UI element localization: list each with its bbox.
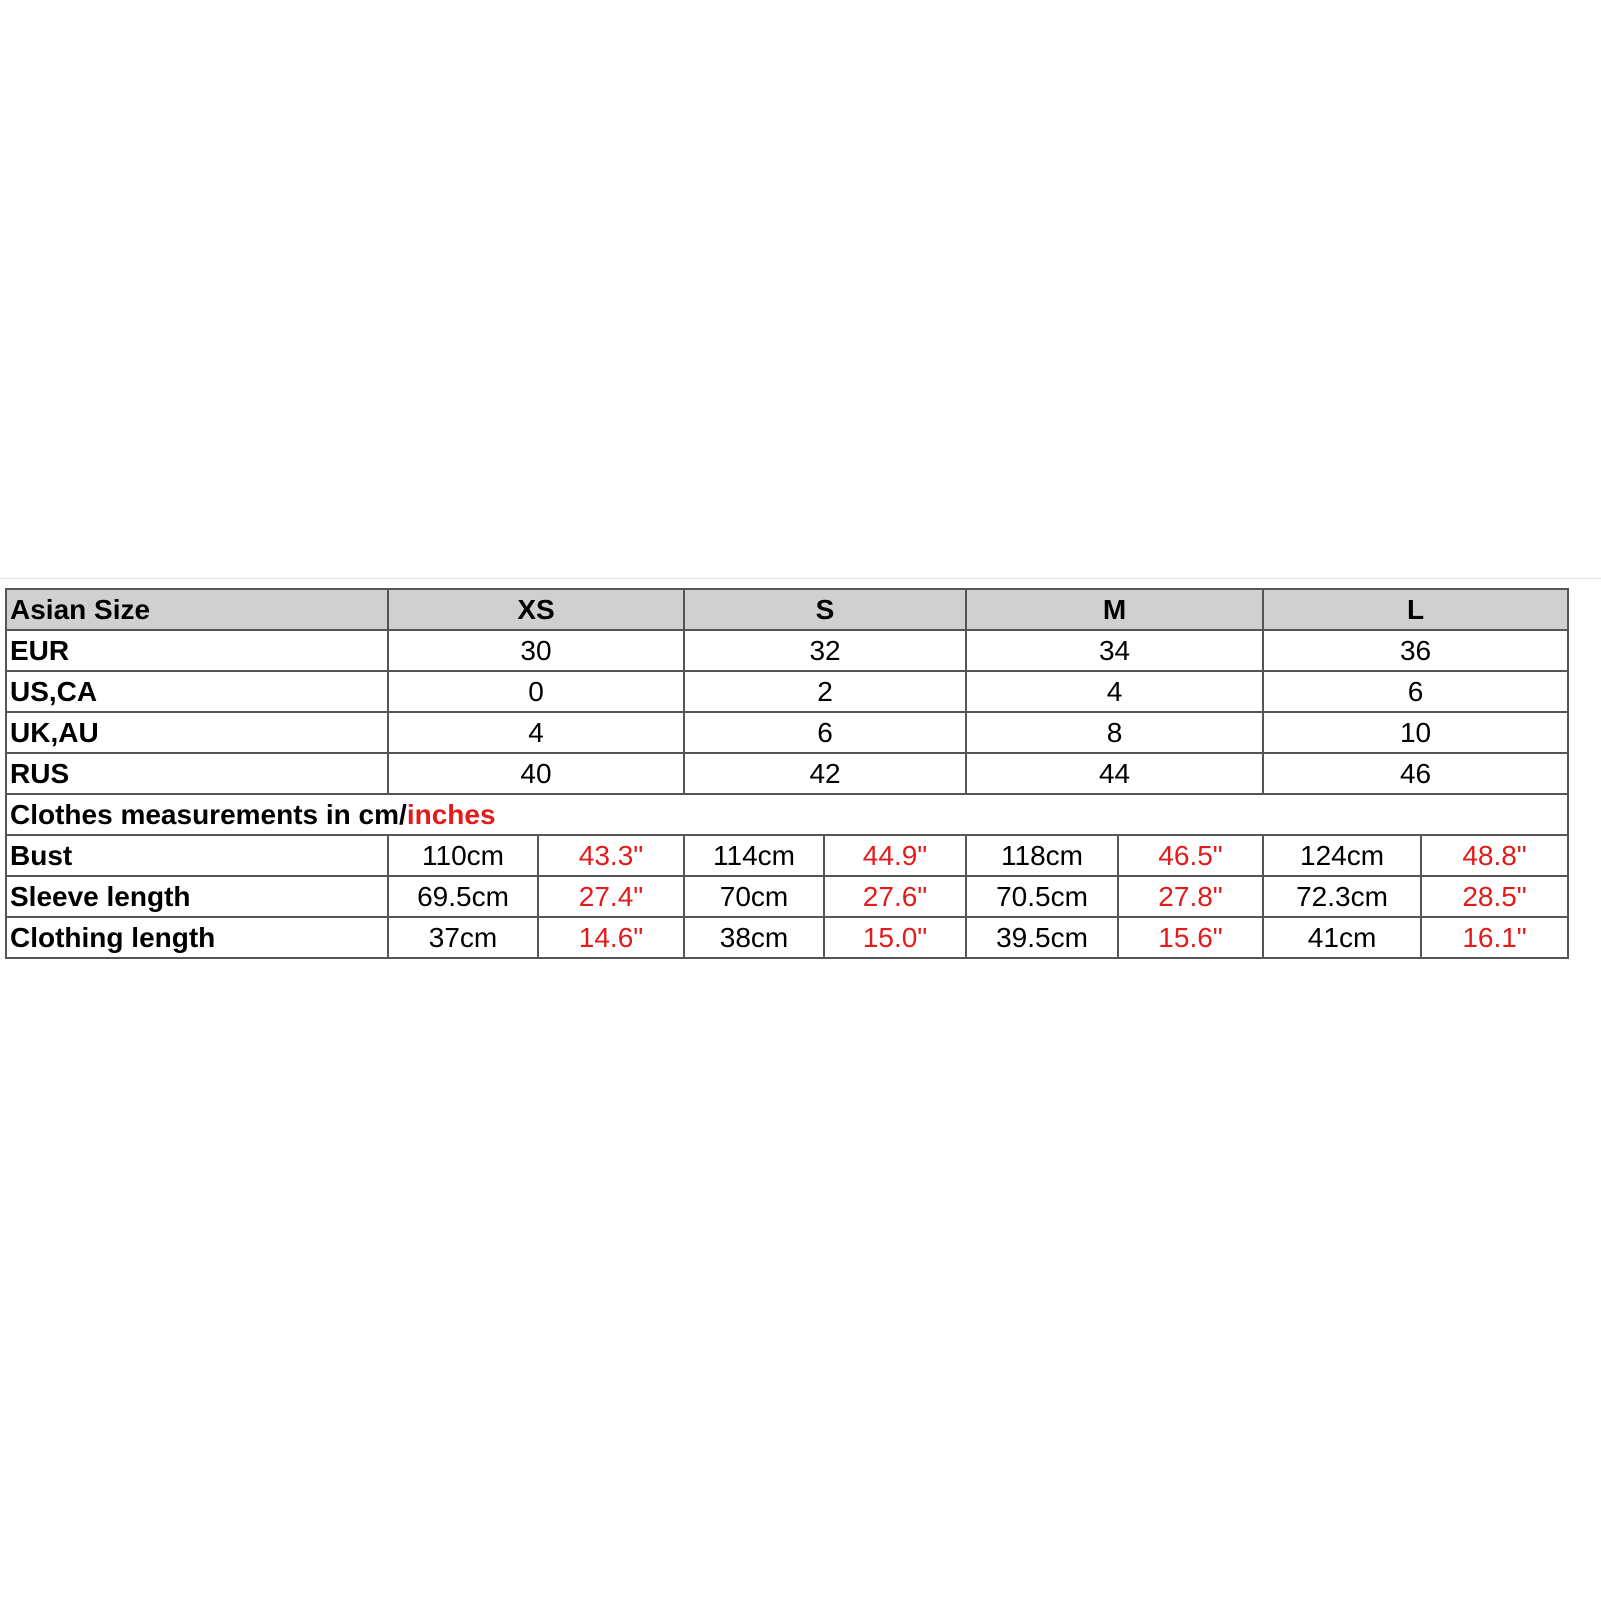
inch-value: 15.6" <box>1117 916 1265 959</box>
cm-value: 114cm <box>683 834 826 877</box>
size-row: EUR 30 32 34 36 <box>5 629 1570 672</box>
size-value: 8 <box>965 711 1265 754</box>
size-value: 4 <box>965 670 1265 713</box>
inch-value: 27.4" <box>536 875 686 918</box>
size-row: RUS 40 42 44 46 <box>5 752 1570 795</box>
size-row: US,CA 0 2 4 6 <box>5 670 1570 713</box>
size-value: 40 <box>386 752 686 795</box>
row-label: Clothing length <box>5 916 389 959</box>
cm-value: 118cm <box>965 834 1120 877</box>
size-chart-table: Asian Size XS S M L EUR 30 32 34 36 US,CA 0 2 4 6 UK,AU… <box>4 588 1570 959</box>
size-value: 46 <box>1262 752 1570 795</box>
measurement-row: Sleeve length 69.5cm 27.4" 70cm 27.6" 70.5cm 2… <box>5 875 1570 918</box>
cm-value: 37cm <box>387 916 539 959</box>
size-header-m: M <box>965 588 1265 631</box>
inch-value: 48.8" <box>1420 834 1570 877</box>
size-value: 42 <box>683 752 968 795</box>
row-label: EUR <box>5 629 389 672</box>
size-header-l: L <box>1262 588 1570 631</box>
heading-prefix: Clothes measurements in cm/ <box>10 798 407 830</box>
measurements-heading: Clothes measurements in cm/inches <box>4 793 1570 836</box>
row-label: US,CA <box>5 670 389 713</box>
cm-value: 124cm <box>1262 834 1423 877</box>
size-value: 10 <box>1262 711 1570 754</box>
size-value: 0 <box>386 670 686 713</box>
inch-value: 46.5" <box>1117 834 1265 877</box>
size-value: 2 <box>683 670 968 713</box>
row-label: Sleeve length <box>5 875 389 918</box>
size-value: 6 <box>1262 670 1570 713</box>
size-header-xs: XS <box>386 588 686 631</box>
header-label: Asian Size <box>5 588 389 631</box>
inch-value: 44.9" <box>823 834 968 877</box>
inch-value: 27.6" <box>823 875 968 918</box>
size-value: 34 <box>965 629 1265 672</box>
row-label: Bust <box>5 834 389 877</box>
cm-value: 38cm <box>683 916 826 959</box>
size-value: 30 <box>386 629 686 672</box>
inch-value: 14.6" <box>536 916 686 959</box>
heading-inches: inches <box>406 798 496 830</box>
inch-value: 16.1" <box>1420 916 1570 959</box>
inch-value: 43.3" <box>536 834 686 877</box>
row-label: RUS <box>5 752 389 795</box>
size-header-s: S <box>683 588 968 631</box>
size-value: 6 <box>683 711 968 754</box>
cm-value: 69.5cm <box>387 875 539 918</box>
row-label: UK,AU <box>5 711 389 754</box>
size-row: UK,AU 4 6 8 10 <box>5 711 1570 754</box>
cm-value: 110cm <box>387 834 539 877</box>
measurement-row: Bust 110cm 43.3" 114cm 44.9" 118cm 46.5" 124cm 4… <box>5 834 1570 877</box>
cm-value: 41cm <box>1262 916 1423 959</box>
measurement-row: Clothing length 37cm 14.6" 38cm 15.0" 39.5cm 1… <box>5 916 1570 959</box>
size-value: 36 <box>1262 629 1570 672</box>
size-value: 32 <box>683 629 968 672</box>
cm-value: 72.3cm <box>1262 875 1423 918</box>
header-row: Asian Size XS S M L <box>5 588 1570 631</box>
inch-value: 15.0" <box>823 916 968 959</box>
size-value: 44 <box>965 752 1265 795</box>
cm-value: 39.5cm <box>965 916 1120 959</box>
cm-value: 70.5cm <box>965 875 1120 918</box>
measurements-heading-row: Clothes measurements in cm/inches <box>4 793 1570 836</box>
inch-value: 27.8" <box>1117 875 1265 918</box>
top-divider <box>0 578 1601 579</box>
inch-value: 28.5" <box>1420 875 1570 918</box>
size-value: 4 <box>386 711 686 754</box>
cm-value: 70cm <box>683 875 826 918</box>
